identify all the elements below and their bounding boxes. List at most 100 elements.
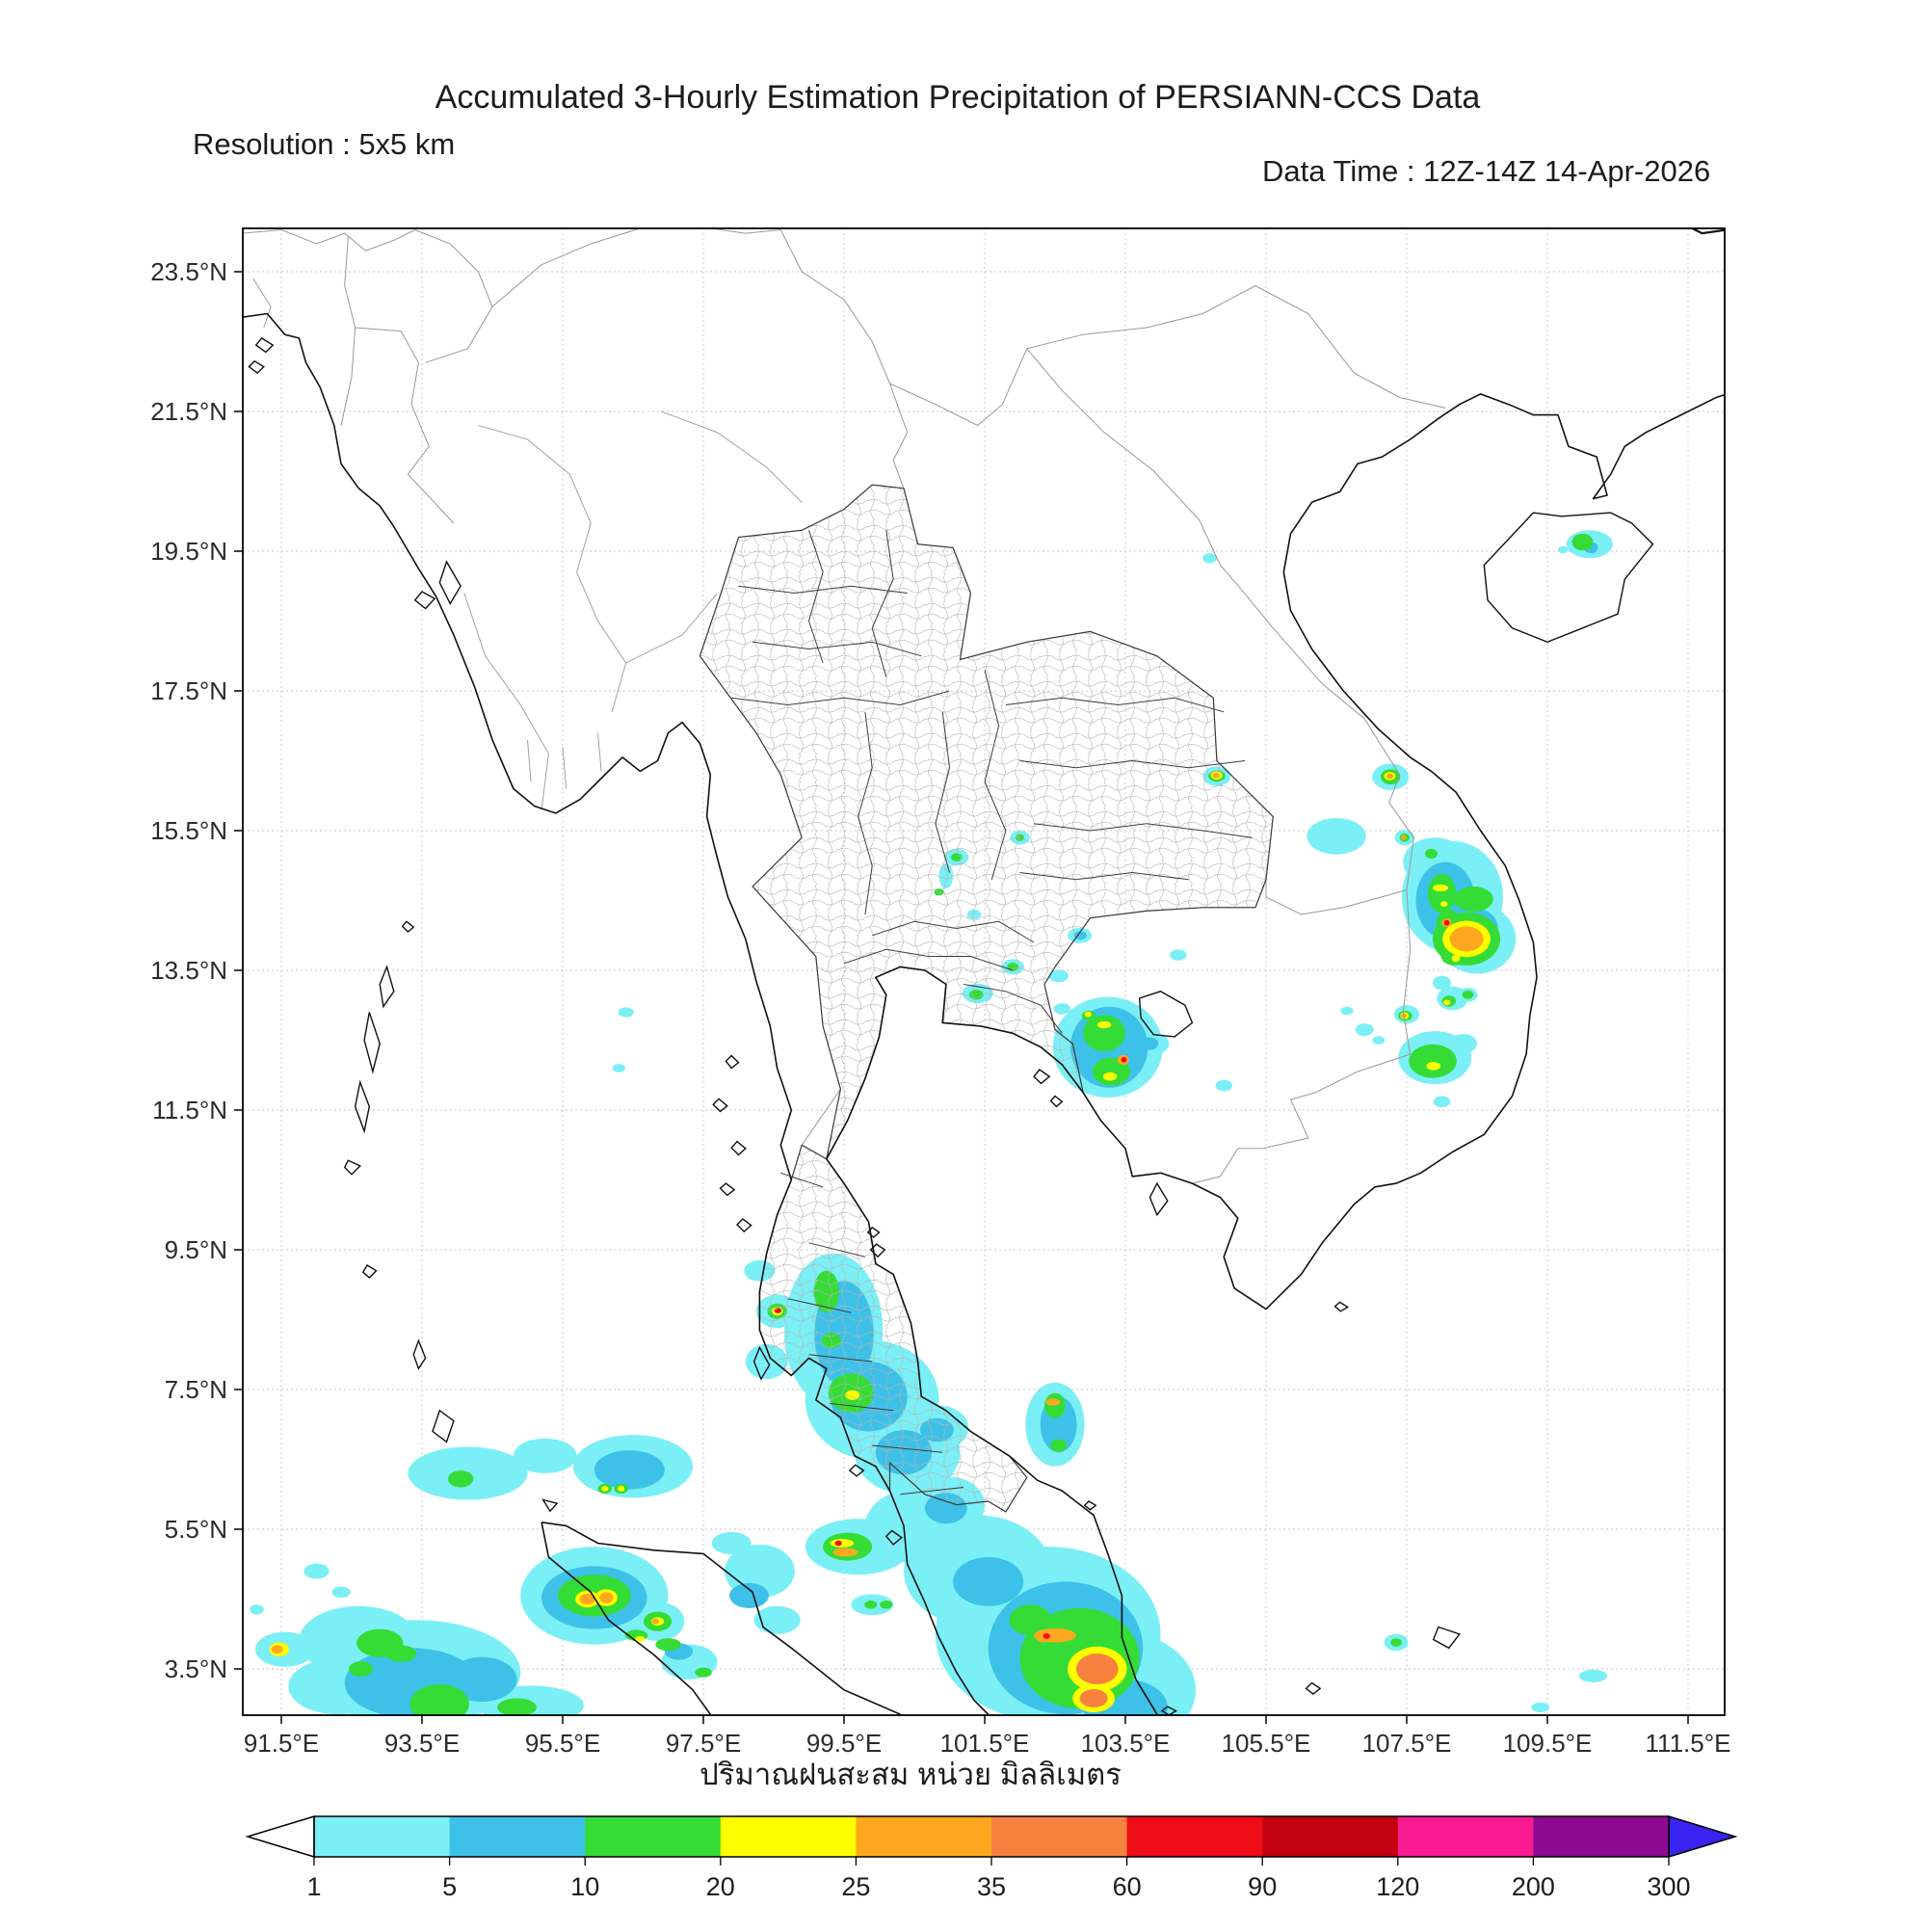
river-line <box>1674 202 1727 217</box>
rain-cell-level-25 <box>1386 773 1394 780</box>
province-line <box>807 530 824 664</box>
rain-cell-level-1 <box>1372 1036 1386 1045</box>
island-outline <box>363 1012 381 1074</box>
island-outline <box>752 1345 771 1381</box>
y-tick-label: 19.5°N <box>150 537 227 566</box>
colorbar-segment <box>1533 1816 1670 1857</box>
y-tick-label: 5.5°N <box>165 1515 227 1544</box>
rain-cell-level-10 <box>1453 887 1493 913</box>
rain-cell-level-20 <box>1426 1061 1441 1071</box>
y-tick-label: 11.5°N <box>152 1096 227 1125</box>
rain-cell-level-1 <box>513 1438 577 1473</box>
thailand-mesh-fill <box>700 485 1274 1159</box>
colorbar-over-arrow <box>1668 1814 1738 1859</box>
country-border-line <box>1026 348 1414 890</box>
province-line <box>858 711 873 915</box>
rain-cell-level-20 <box>1102 1072 1118 1081</box>
province-line <box>808 1354 873 1363</box>
colorbar-tick-label: 20 <box>706 1872 735 1901</box>
rain-cell-level-1 <box>1202 553 1217 564</box>
y-tick-label: 21.5°N <box>150 397 227 426</box>
rain-cell-level-1 <box>331 1586 351 1599</box>
rain-cell-level-10 <box>1427 873 1457 913</box>
island-outline <box>361 1264 378 1279</box>
rain-cell-level-10 <box>880 1600 893 1609</box>
rain-cell-level-20 <box>1096 1020 1112 1029</box>
rain-cell-level-10 <box>349 1661 373 1677</box>
rain-cell-level-25 <box>1401 834 1407 840</box>
colorbar-tick-label: 5 <box>442 1872 457 1901</box>
country-border-line <box>414 229 493 363</box>
coastlines <box>243 202 1727 1715</box>
province-line <box>830 1403 894 1412</box>
rain-cell-level-35 <box>1079 1689 1108 1707</box>
province-line <box>964 984 1063 1034</box>
country-border-line <box>889 348 1028 427</box>
rain-cell-level-1 <box>1048 969 1069 983</box>
island-outline <box>725 1054 740 1070</box>
colorbar-tick-label: 1 <box>306 1872 321 1901</box>
colorbar-segment <box>720 1816 857 1857</box>
y-tick-label: 13.5°N <box>150 956 227 985</box>
colorbar-segment <box>1397 1816 1534 1857</box>
island-outline <box>1305 1681 1322 1695</box>
x-tick-label: 107.5°E <box>1362 1729 1452 1758</box>
axis-labels: 91.5°E 93.5°E 95.5°E 97.5°E 99.5°E 101.5°E 103… <box>150 257 1730 1758</box>
province-line <box>900 1487 964 1495</box>
island-outline <box>248 359 265 375</box>
colorbar-tick-label: 200 <box>1512 1872 1555 1901</box>
rain-cell-level-60 <box>1121 1056 1127 1063</box>
island-outline <box>541 1498 559 1513</box>
island-outline <box>1333 1301 1350 1312</box>
colorbar-segment <box>449 1816 586 1857</box>
coastline <box>541 1522 711 1715</box>
colorbar-tick-label: 25 <box>841 1872 870 1901</box>
region-boundary-line <box>478 425 627 712</box>
plot-area <box>243 202 1727 1715</box>
island-outline <box>379 965 395 1009</box>
river-line <box>1689 228 1725 235</box>
island-outline <box>736 1218 752 1233</box>
island-outline <box>719 1182 736 1197</box>
x-tick-label: 109.5°E <box>1503 1729 1593 1758</box>
rain-cell-level-10 <box>1409 1044 1457 1078</box>
x-tick-label: 91.5°E <box>244 1729 319 1758</box>
province-line <box>1034 823 1253 838</box>
province-line <box>872 920 1035 943</box>
rain-cell-level-25 <box>598 1592 614 1603</box>
country-border-line <box>1265 879 1408 915</box>
colorbar-tick-label: 120 <box>1376 1872 1419 1901</box>
province-line <box>984 670 1007 880</box>
country-border-line <box>491 228 641 307</box>
region-boundary-line <box>562 746 568 789</box>
resolution-label: Resolution : 5x5 km <box>193 127 456 161</box>
rain-cell-level-1 <box>304 1563 330 1579</box>
rain-cell-level-10 <box>1009 1604 1052 1636</box>
rain-cell-level-1 <box>1557 545 1569 554</box>
rain-cell-level-10 <box>864 1600 878 1609</box>
rain-cell-level-10 <box>1092 1057 1131 1086</box>
rain-cell-level-1 <box>1355 1023 1374 1037</box>
coastline <box>541 1522 901 1715</box>
rain-cell-level-20 <box>1442 999 1451 1006</box>
colorbar-tick-label: 35 <box>977 1872 1006 1901</box>
thailand-district-mesh <box>700 485 1274 1512</box>
rain-cell-level-10 <box>448 1470 474 1488</box>
island-outline <box>438 560 462 605</box>
rain-cell-level-25 <box>651 1618 660 1625</box>
rain-cell-level-10 <box>385 1645 417 1662</box>
province-line <box>1019 871 1189 881</box>
colorbar-tick-label: 300 <box>1647 1872 1690 1901</box>
country-border-line <box>710 228 890 384</box>
rain-cell-level-60 <box>1043 1633 1050 1639</box>
rain-cell-level-10 <box>655 1638 681 1652</box>
rain-cell-level-10 <box>695 1667 712 1678</box>
x-tick-label: 99.5°E <box>806 1729 882 1758</box>
rain-cell-level-25 <box>271 1645 283 1654</box>
island-outline <box>254 336 275 354</box>
island-outline <box>432 1409 455 1443</box>
country-border-line <box>355 327 455 524</box>
rain-cell-level-5 <box>953 1557 1024 1606</box>
province-line <box>780 1172 824 1188</box>
